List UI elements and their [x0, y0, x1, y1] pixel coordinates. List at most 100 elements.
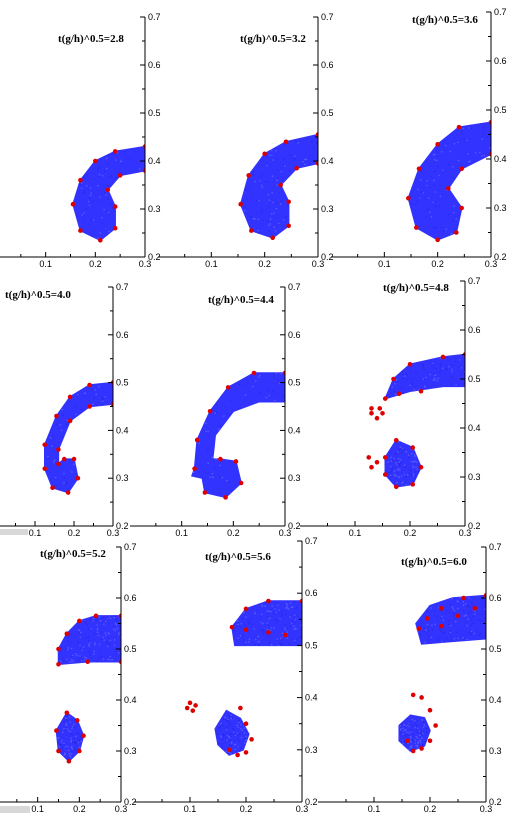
particle [289, 169, 292, 172]
interface-marker [142, 144, 145, 149]
particle [82, 646, 85, 649]
particle [419, 633, 421, 636]
particle [71, 745, 73, 748]
particle [66, 423, 68, 426]
particle [431, 624, 433, 627]
x-tick-label: 0.3 [139, 259, 152, 269]
interface-marker [98, 237, 103, 243]
particle [205, 430, 207, 433]
particle [293, 628, 295, 630]
particle [294, 155, 296, 157]
interface-marker [278, 182, 283, 188]
interface-marker [66, 758, 72, 764]
particle [65, 726, 67, 728]
particle [295, 158, 297, 161]
particle [441, 612, 444, 614]
particle [271, 605, 273, 607]
plot-area [238, 132, 318, 241]
y-tick-label: 0.5 [116, 378, 129, 388]
particle [97, 634, 100, 637]
y-tick-label: 0.7 [288, 282, 301, 292]
particle [444, 144, 447, 147]
interface-marker [112, 204, 118, 209]
particle [77, 641, 80, 644]
interface-marker [184, 705, 190, 711]
particle [412, 726, 414, 728]
particle [58, 745, 60, 748]
particle [262, 629, 265, 632]
particle [113, 153, 115, 156]
interface-marker [61, 456, 67, 462]
particle [457, 141, 459, 144]
particle [67, 749, 70, 752]
particle [409, 384, 411, 387]
particle [64, 753, 66, 756]
interface-marker [65, 490, 71, 495]
y-tick-label: 0.6 [288, 330, 301, 340]
y-tick-label: 0.6 [468, 325, 481, 335]
particle [63, 721, 65, 724]
panel-6: 0.1 0.2 0.30.20.30.40.50.60.7t(g/h)^0.5=4.… [300, 276, 481, 538]
particle [474, 152, 477, 154]
interface-marker [56, 646, 61, 652]
particle [267, 193, 270, 196]
plot-area [54, 613, 121, 764]
particle [89, 187, 92, 189]
particle [238, 739, 241, 742]
interface-marker [374, 415, 380, 421]
plot-area [398, 593, 486, 754]
particle [399, 481, 402, 483]
particle [260, 207, 263, 209]
particle [73, 737, 76, 740]
particle [466, 605, 468, 608]
particle [218, 742, 220, 745]
particle [69, 754, 71, 757]
particle [448, 623, 450, 626]
particle [257, 635, 260, 638]
particle [430, 607, 432, 609]
particle [278, 609, 280, 611]
particle [260, 184, 263, 187]
particle [449, 630, 452, 632]
y-tick-label: 0.3 [321, 204, 334, 214]
particle [465, 620, 468, 623]
particle [422, 744, 425, 747]
particle [447, 163, 450, 166]
particle [411, 738, 413, 741]
interface-marker [315, 132, 318, 137]
particle [66, 648, 69, 651]
particle [279, 637, 282, 639]
particle [224, 741, 227, 743]
particle [480, 633, 482, 635]
particle [268, 205, 271, 208]
particle [109, 639, 112, 642]
particle [67, 488, 70, 490]
interface-marker [282, 632, 288, 638]
particle [261, 604, 263, 606]
particle [396, 380, 399, 383]
y-tick-label: 0.2 [494, 252, 507, 262]
particle [98, 385, 100, 388]
particle [275, 611, 278, 614]
particle [230, 732, 232, 735]
particle [402, 727, 404, 730]
particle [75, 749, 77, 752]
particle [469, 124, 472, 127]
particle [411, 729, 414, 732]
particle [228, 481, 230, 484]
particle [105, 617, 108, 619]
x-tick-label: 0.1 [39, 259, 52, 269]
particle [410, 746, 413, 748]
particle [255, 212, 257, 214]
particle [72, 654, 74, 657]
x-tick-label: 0.3 [480, 804, 493, 813]
particle [114, 649, 117, 652]
interface-marker [461, 595, 466, 601]
particle [439, 370, 442, 372]
particle [389, 474, 392, 477]
particle [107, 632, 110, 634]
y-tick-label: 0.4 [148, 156, 161, 166]
particle [93, 643, 96, 646]
particle [472, 615, 474, 618]
particle [414, 726, 416, 729]
